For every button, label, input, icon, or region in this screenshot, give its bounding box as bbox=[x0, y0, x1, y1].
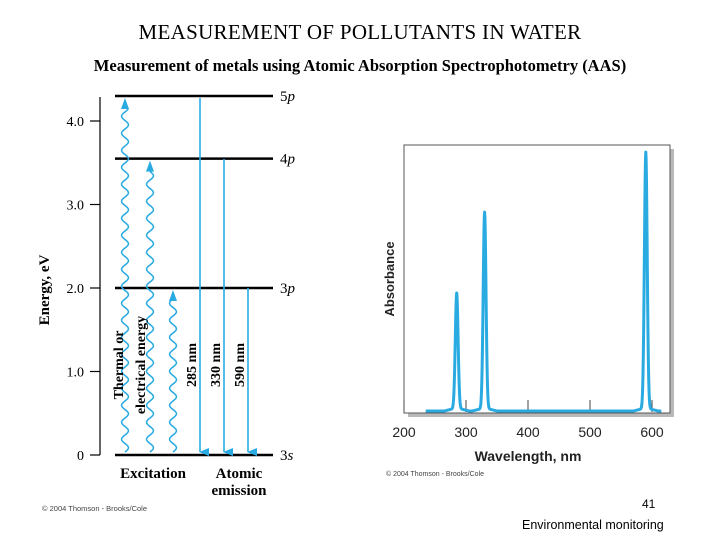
absorbance-line bbox=[424, 150, 663, 413]
excitation-wave bbox=[120, 108, 130, 453]
energy-axis-label: Energy, eV bbox=[37, 254, 53, 325]
level-orbital: p bbox=[287, 281, 296, 297]
excitation-label-2: electrical energy bbox=[134, 316, 149, 414]
emission-caption-line1: Atomic bbox=[216, 466, 263, 482]
chart-x-axis-label: Wavelength, nm bbox=[475, 448, 582, 464]
energy-tick-label: 0 bbox=[77, 449, 84, 464]
energy-tick-label: 3.0 bbox=[67, 199, 85, 214]
page-subtitle: Measurement of metals using Atomic Absor… bbox=[93, 56, 627, 75]
energy-tick-label: 1.0 bbox=[67, 366, 85, 381]
chart-x-tick-labels: 200 300 400 500 600 bbox=[392, 424, 664, 440]
excitation-wave bbox=[168, 300, 178, 453]
excitation-arrowhead bbox=[121, 97, 129, 109]
excitation-label-1: Thermal or bbox=[112, 331, 127, 400]
page-title: MEASUREMENT OF POLLUTANTS IN WATER bbox=[138, 20, 582, 44]
level-number: 5 bbox=[280, 89, 288, 105]
slide-number: 41 bbox=[642, 497, 656, 511]
energy-level-label: 3p bbox=[280, 281, 296, 297]
level-number: 3 bbox=[280, 448, 288, 464]
level-number: 3 bbox=[280, 281, 288, 297]
chart-x-tick-label: 400 bbox=[516, 424, 540, 440]
footer-text: Environmental monitoring bbox=[522, 518, 664, 532]
energy-level-label: 5p bbox=[280, 89, 296, 105]
energy-level-label: 3s bbox=[280, 448, 294, 464]
copyright-left: © 2004 Thomson - Brooks/Cole bbox=[42, 504, 147, 513]
level-orbital: p bbox=[287, 89, 296, 105]
chart-x-tick-label: 300 bbox=[454, 424, 478, 440]
copyright-right: © 2004 Thomson - Brooks/Cole bbox=[386, 470, 484, 478]
absorbance-chart: 200 300 400 500 600 Wavelength, nm Absorbanc… bbox=[382, 144, 674, 478]
emission-label-590: 590 nm bbox=[233, 343, 248, 387]
emission-caption-line2: emission bbox=[211, 483, 267, 499]
energy-tick-label: 2.0 bbox=[67, 282, 85, 297]
energy-tick-label: 4.0 bbox=[67, 115, 85, 130]
level-orbital: s bbox=[288, 448, 294, 464]
chart-x-tick-label: 600 bbox=[640, 424, 664, 440]
level-orbital: p bbox=[287, 152, 296, 168]
emission-arrows bbox=[199, 98, 257, 456]
level-number: 4 bbox=[280, 152, 288, 168]
emission-label-330: 330 nm bbox=[209, 343, 224, 387]
chart-y-axis-label: Absorbance bbox=[382, 241, 397, 316]
excitation-arrows bbox=[120, 97, 178, 453]
excitation-wave bbox=[145, 170, 155, 453]
excitation-arrowhead bbox=[169, 290, 177, 301]
energy-level-label: 4p bbox=[280, 152, 296, 168]
chart-x-tick-label: 200 bbox=[392, 424, 416, 440]
chart-x-tick-label: 500 bbox=[578, 424, 602, 440]
energy-ticks: 0 1.0 2.0 3.0 4.0 bbox=[67, 115, 100, 464]
excitation-caption: Excitation bbox=[120, 466, 186, 482]
chart-plot-area bbox=[403, 144, 671, 414]
emission-label-285: 285 nm bbox=[185, 343, 200, 387]
excitation-arrowhead bbox=[146, 160, 154, 172]
